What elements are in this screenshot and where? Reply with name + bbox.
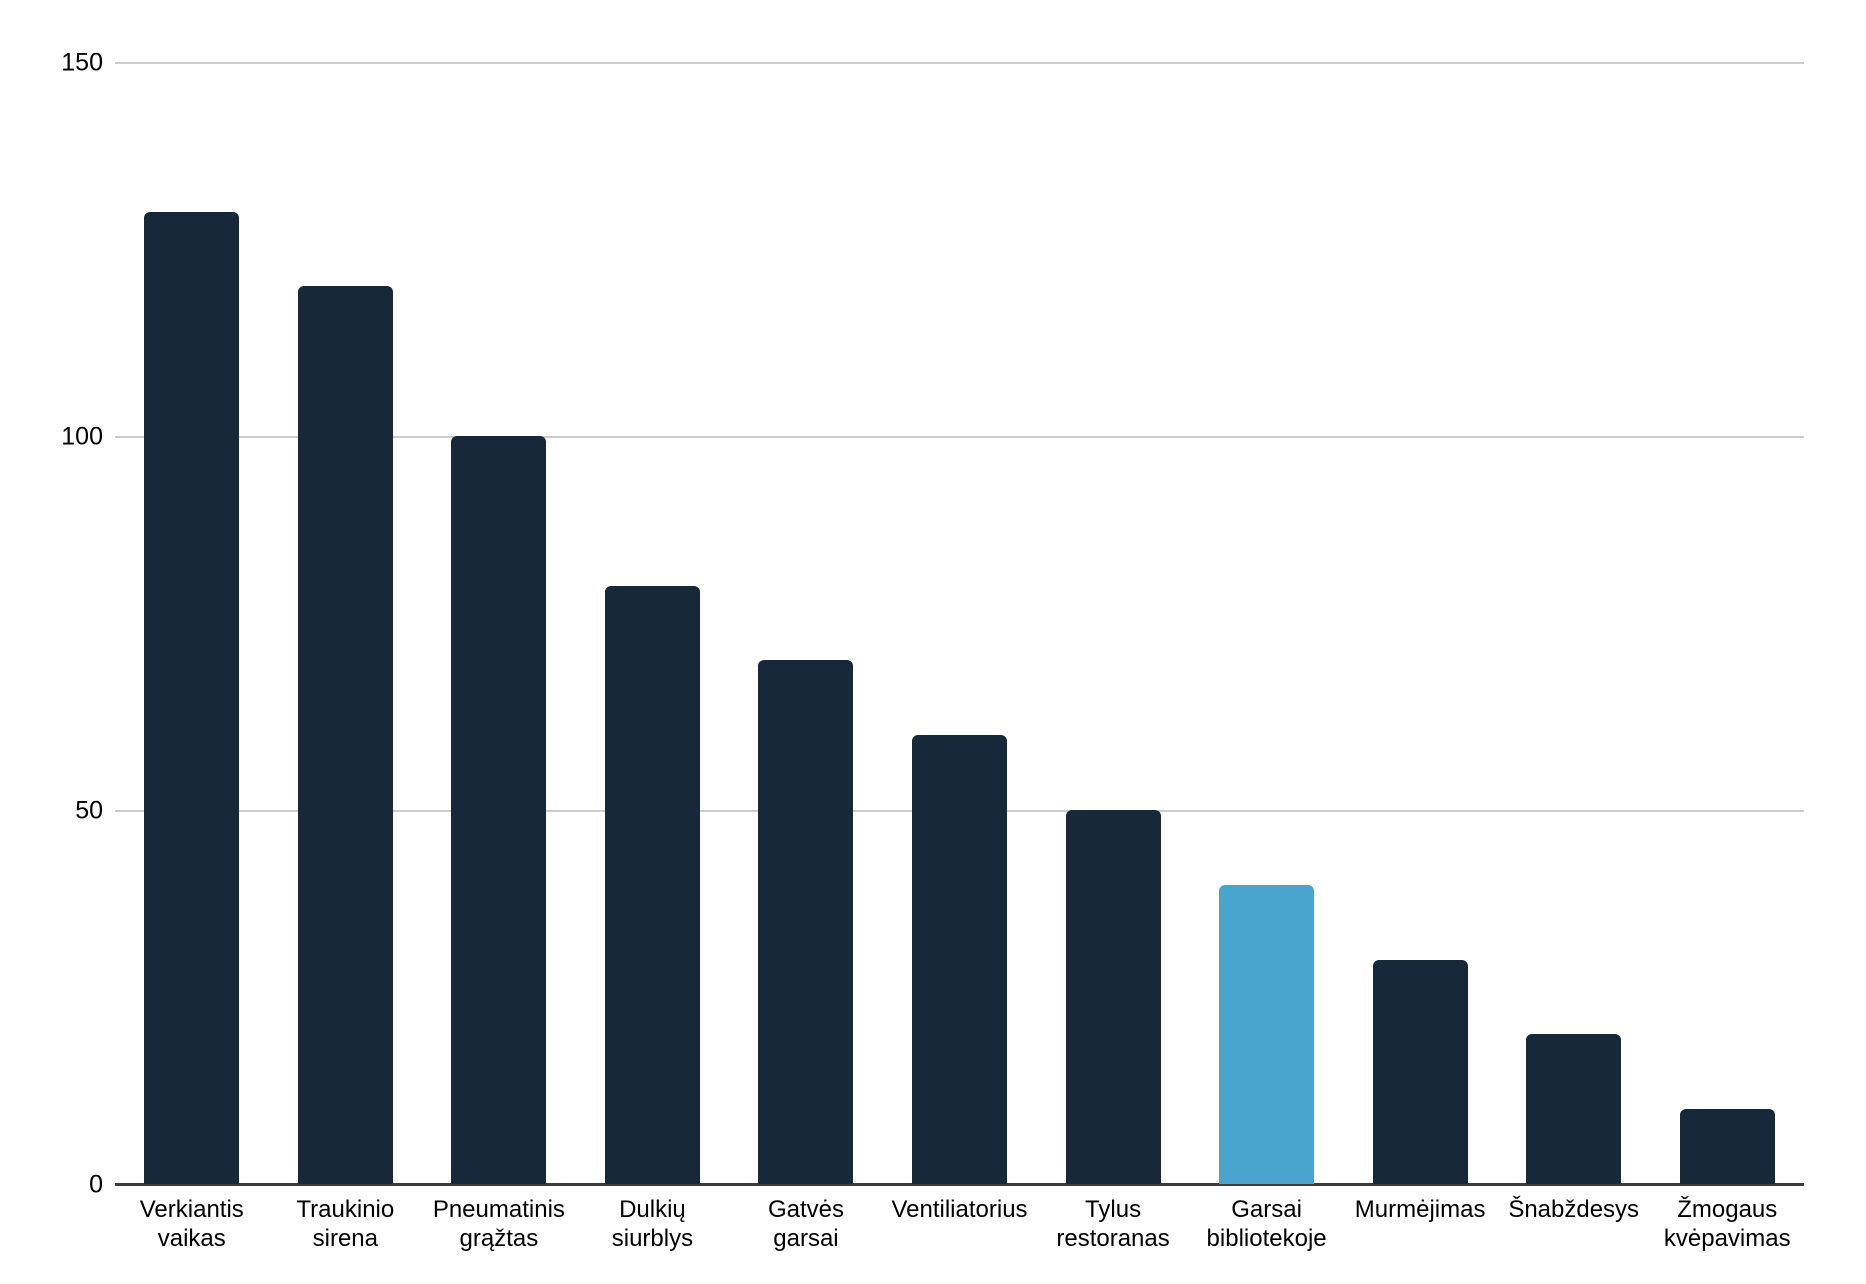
bar-pneumatinis-gra-ztas[interactable] [451, 436, 547, 1184]
x-axis-label-verkiantis-vaikas: Verkiantis vaikas [139, 1196, 244, 1252]
gridline-150 [115, 62, 1804, 64]
gridline-100 [115, 436, 1804, 438]
x-axis-label-gatves-garsai: Gatvės garsai [767, 1196, 844, 1252]
bar-ventiliatorius[interactable] [912, 735, 1007, 1184]
y-axis-tick-50: 50 [75, 796, 103, 825]
bar-group-dulkiu-siurblys [576, 0, 730, 1184]
bar-murmejimas[interactable] [1372, 959, 1468, 1184]
bar-group-murmejimas [1343, 0, 1497, 1184]
bar-zmogaus-kvepavimas[interactable] [1679, 1109, 1775, 1184]
bar-verkiantis-vaikas[interactable] [144, 211, 240, 1184]
bar-garsai-bibliotekoje[interactable] [1219, 884, 1315, 1184]
x-axis-label-zmogaus-kvepavimas: Žmogaus kvėpavimas [1663, 1196, 1791, 1252]
bars-container [115, 0, 1804, 1184]
x-axis-label-traukinio-sirena: Traukinio sirena [296, 1196, 395, 1252]
x-axis-label-murmejimas: Murmėjimas [1354, 1196, 1486, 1223]
bar-traukinio-sirena[interactable] [297, 286, 393, 1184]
bar-group-zmogaus-kvepavimas [1650, 0, 1804, 1184]
bar-group-tylus-restoranas [1036, 0, 1190, 1184]
x-axis-label-snabzdesys: Šnabždesys [1508, 1196, 1640, 1223]
bar-group-snabzdesys [1497, 0, 1651, 1184]
bar-group-traukinio-sirena [269, 0, 423, 1184]
y-axis-tick-150: 150 [61, 48, 103, 77]
bar-group-verkiantis-vaikas [115, 0, 269, 1184]
bar-gatves-garsai[interactable] [758, 660, 854, 1184]
bar-group-gatves-garsai [729, 0, 883, 1184]
bar-snabzdesys[interactable] [1526, 1034, 1622, 1184]
x-axis-labels: Verkiantis vaikas Traukinio sirena Pneumat… [115, 1195, 1804, 1253]
y-axis-tick-100: 100 [61, 422, 103, 451]
bar-dulkiu-siurblys[interactable] [604, 585, 700, 1184]
x-axis-label-garsai-bibliotekoje: Garsai bibliotekoje [1206, 1196, 1327, 1252]
bar-group-ventiliatorius [883, 0, 1037, 1184]
bar-group-garsai-bibliotekoje [1190, 0, 1344, 1184]
x-axis-label-ventiliatorius: Ventiliatorius [891, 1196, 1028, 1223]
x-axis-line [115, 1183, 1804, 1186]
y-axis-tick-0: 0 [89, 1170, 103, 1199]
bar-group-pneumatinis-gra-ztas [422, 0, 576, 1184]
x-axis-label-dulkiu-siurblys: Dulkių siurblys [611, 1196, 694, 1252]
x-axis-label-pneumatinis-gra-ztas: Pneumatinis grąžtas [432, 1196, 565, 1252]
x-axis-label-tylus-restoranas: Tylus restoranas [1056, 1196, 1170, 1252]
bar-tylus-restoranas[interactable] [1065, 810, 1161, 1184]
